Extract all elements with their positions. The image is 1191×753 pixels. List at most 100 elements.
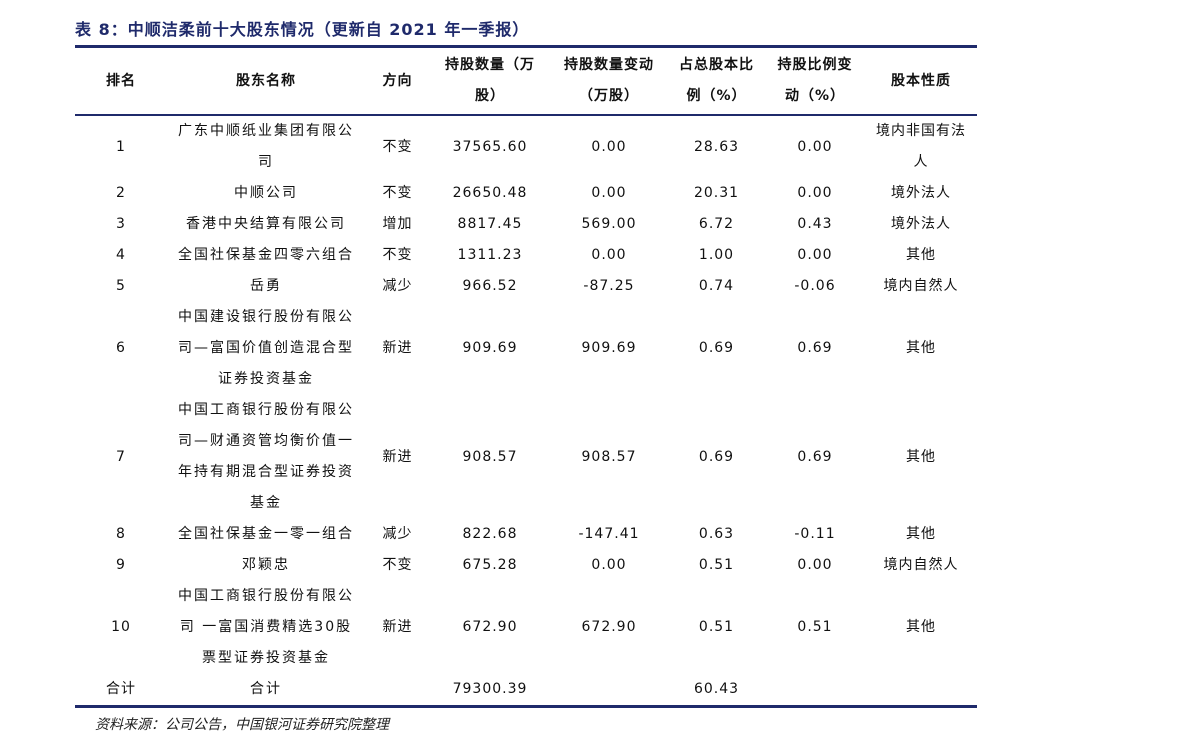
table-cell: 1311.23: [457, 247, 523, 263]
header-cell: 持股数量（万股）: [430, 46, 550, 116]
table-cell: [765, 674, 865, 707]
table-cell: 26650.48: [452, 185, 528, 201]
table-row: 2 中顺公司 不变 26650.48 0.00 20.31 0.00 境外法人: [75, 178, 977, 209]
table-cell: 其他: [906, 247, 936, 263]
table-cell: 6: [116, 340, 126, 356]
table-row: 6 中国建设银行股份有限公司—富国价值创造混合型证券投资基金 新进 909.69 909…: [75, 302, 977, 395]
shareholder-table: 排名 股东名称 方向 持股数量（万股） 持股数量变动（万股） 占总股本比例（%） 持股比例变…: [75, 45, 977, 708]
table-cell: 境内非国有法人: [876, 123, 966, 170]
table-cell: 79300.39: [452, 681, 528, 697]
table-cell: 9: [116, 557, 126, 573]
table-cell: 20.31: [693, 185, 740, 201]
table-cell: 0.00: [797, 247, 833, 263]
table-cell: 0.69: [698, 340, 735, 356]
header-cell: 方向: [365, 46, 430, 116]
table-cell: 8: [116, 526, 126, 542]
table-cell: 3: [116, 216, 126, 232]
table-cell: 减少: [382, 278, 413, 294]
table-cell: 672.90: [581, 619, 637, 635]
table-row: 9 邓颖忠 不变 675.28 0.00 0.51 0.00 境内自然人: [75, 550, 977, 581]
table-cell: 5: [116, 278, 126, 294]
table-cell: 中国工商银行股份有限公司—财通资管均衡价值一年持有期混合型证券投资基金: [178, 402, 354, 511]
table-cell: 0.51: [698, 619, 735, 635]
table-cell: 不变: [382, 247, 413, 263]
table-cell: 合计: [250, 681, 282, 697]
table-cell: 全国社保基金四零六组合: [178, 247, 354, 263]
table-body: 1 广东中顺纸业集团有限公司 不变 37565.60 0.00 28.63 0.00 境内非国…: [75, 115, 977, 707]
table-cell: 569.00: [581, 216, 637, 232]
table-cell: 0.43: [797, 216, 833, 232]
table-cell: 0.69: [698, 448, 735, 465]
table-row: 合计 合计 79300.39 60.43: [75, 674, 977, 707]
table-cell: 其他: [906, 340, 936, 356]
table-cell: 0.00: [591, 557, 627, 573]
header-cell: 股东名称: [167, 46, 365, 116]
table-cell: 0.00: [797, 557, 833, 573]
header-cell: 占总股本比例（%）: [668, 46, 765, 116]
header-cell: 股本性质: [865, 46, 977, 116]
table-cell: 10: [111, 619, 131, 635]
table-cell: 0.00: [591, 247, 627, 263]
table-cell: 37565.60: [452, 138, 528, 155]
table-cell: 境内自然人: [883, 557, 959, 573]
table-cell: 新进: [382, 340, 413, 356]
table-cell: 4: [116, 247, 126, 263]
table-cell: 新进: [382, 448, 413, 465]
table-cell: 0.51: [797, 619, 833, 635]
table-cell: 不变: [382, 185, 413, 201]
table-cell: 境外法人: [891, 216, 951, 232]
table-cell: 香港中央结算有限公司: [186, 216, 346, 232]
table-cell: 28.63: [693, 138, 740, 155]
table-row: 3 香港中央结算有限公司 增加 8817.45 569.00 6.72 0.43 境外法人: [75, 209, 977, 240]
table-cell: 中国建设银行股份有限公司—富国价值创造混合型证券投资基金: [178, 309, 354, 387]
table-cell: 境内自然人: [883, 278, 959, 294]
table-cell: 0.74: [698, 278, 735, 294]
table-cell: 岳勇: [250, 278, 282, 294]
table-cell: 其他: [906, 526, 936, 542]
table-cell: -87.25: [583, 278, 635, 294]
table-cell: 合计: [106, 681, 136, 697]
table-cell: [365, 674, 430, 707]
table-row: 7 中国工商银行股份有限公司—财通资管均衡价值一年持有期混合型证券投资基金 新进 90…: [75, 395, 977, 519]
table-header: 排名 股东名称 方向 持股数量（万股） 持股数量变动（万股） 占总股本比例（%） 持股比例变…: [75, 46, 977, 116]
table-cell: 广东中顺纸业集团有限公司: [178, 123, 354, 170]
header-cell: 排名: [75, 46, 167, 116]
table-cell: 1: [116, 138, 126, 155]
source-note: 资料来源：公司公告，中国银河证券研究院整理: [95, 717, 389, 733]
table-cell: 0.69: [797, 448, 833, 465]
table-cell: 0.00: [797, 138, 833, 155]
table-cell: 不变: [382, 557, 413, 573]
table-cell: 908.57: [581, 448, 637, 465]
table-cell: 2: [116, 185, 126, 201]
table-cell: 0.00: [591, 138, 627, 155]
table-cell: 8817.45: [457, 216, 523, 232]
table-cell: 966.52: [462, 278, 518, 294]
table-cell: 908.57: [462, 448, 518, 465]
table-cell: 1.00: [698, 247, 735, 263]
table-cell: 中国工商银行股份有限公司 一富国消费精选30股票型证券投资基金: [178, 588, 354, 666]
table-cell: 0.00: [797, 185, 833, 201]
table-cell: 中顺公司: [234, 185, 298, 201]
table-cell: 7: [116, 448, 126, 465]
table-cell: 境外法人: [891, 185, 951, 201]
table-cell: 其他: [906, 619, 936, 635]
table-cell: -0.11: [794, 526, 836, 542]
table-cell: 675.28: [462, 557, 518, 573]
table-cell: 减少: [382, 526, 413, 542]
table-cell: 909.69: [462, 340, 518, 356]
table-cell: 邓颖忠: [242, 557, 290, 573]
table-cell: 822.68: [462, 526, 518, 542]
table-row: 8 全国社保基金一零一组合 减少 822.68 -147.41 0.63 -0.11 其他: [75, 519, 977, 550]
table-cell: 不变: [382, 138, 413, 155]
table-cell: 新进: [382, 619, 413, 635]
table-row: 4 全国社保基金四零六组合 不变 1311.23 0.00 1.00 0.00 其他: [75, 240, 977, 271]
table-cell: [550, 674, 668, 707]
header-cell: 持股数量变动（万股）: [550, 46, 668, 116]
table-cell: 0.63: [698, 526, 735, 542]
table-cell: [865, 674, 977, 707]
table-row: 1 广东中顺纸业集团有限公司 不变 37565.60 0.00 28.63 0.00 境内非国…: [75, 115, 977, 178]
table-cell: 0.69: [797, 340, 833, 356]
table-cell: 909.69: [581, 340, 637, 356]
table-cell: 增加: [382, 216, 413, 232]
